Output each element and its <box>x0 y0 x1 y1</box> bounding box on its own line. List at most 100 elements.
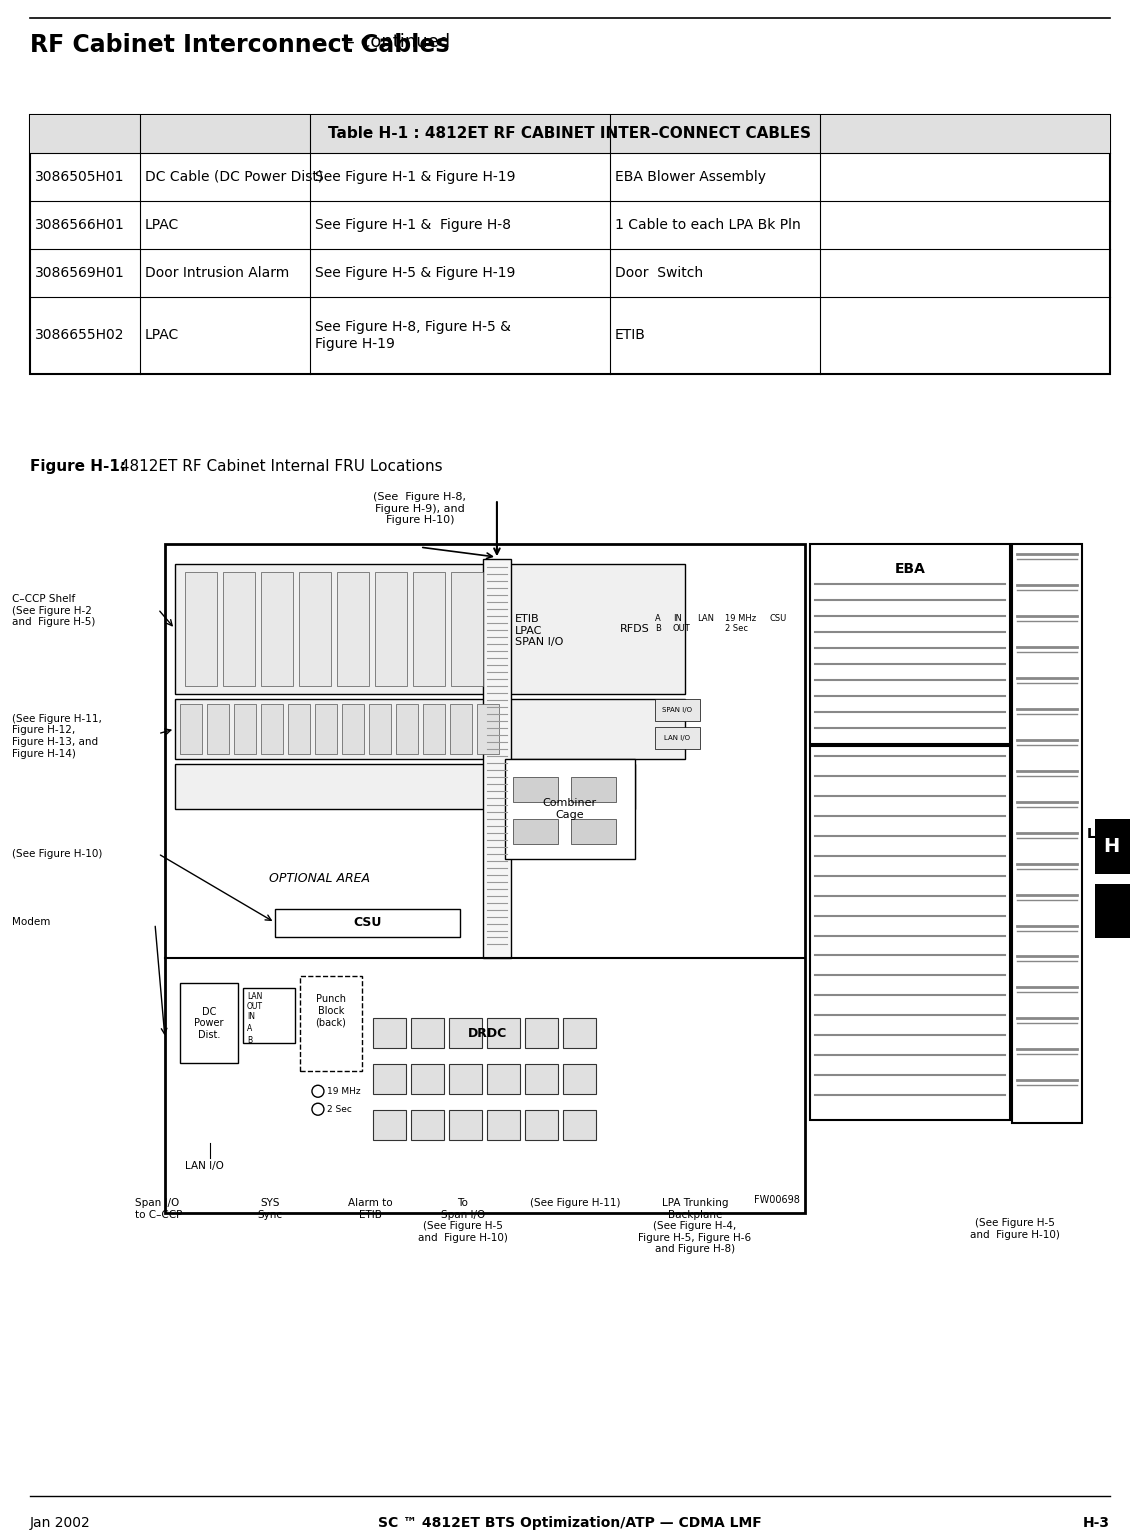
Circle shape <box>312 1104 324 1114</box>
Bar <box>449 1110 482 1141</box>
Text: LAN: LAN <box>697 615 714 622</box>
Bar <box>413 572 445 685</box>
Text: 3086569H01: 3086569H01 <box>35 265 124 279</box>
Text: DRDC: DRDC <box>467 1027 507 1041</box>
Text: LAN I/O: LAN I/O <box>185 1160 223 1171</box>
Text: 3086505H01: 3086505H01 <box>35 170 124 184</box>
Bar <box>1012 544 1082 1124</box>
Text: (See Figure H-5
and  Figure H-10): (See Figure H-5 and Figure H-10) <box>970 1219 1060 1240</box>
Bar <box>505 759 635 858</box>
Text: Table H-1 : 4812ET RF CABINET INTER–CONNECT CABLES: Table H-1 : 4812ET RF CABINET INTER–CONN… <box>328 126 812 141</box>
Text: OUT: OUT <box>247 1003 263 1012</box>
Bar <box>261 704 283 754</box>
Bar <box>654 699 700 721</box>
Bar <box>449 1064 482 1095</box>
Text: FW00698: FW00698 <box>754 1196 800 1205</box>
Bar <box>524 1110 557 1141</box>
Text: Alarm to
ETIB: Alarm to ETIB <box>348 1199 392 1220</box>
Text: Span I/O
to C–CCP: Span I/O to C–CCP <box>135 1199 182 1220</box>
Circle shape <box>312 1085 324 1098</box>
Bar <box>449 1018 482 1049</box>
Bar <box>487 1018 520 1049</box>
Text: RF Cabinet Interconnect Cables: RF Cabinet Interconnect Cables <box>30 32 449 57</box>
Bar <box>243 989 295 1044</box>
Bar <box>174 699 685 759</box>
Text: 3086655H02: 3086655H02 <box>35 328 124 342</box>
Text: CSU: CSU <box>353 917 382 929</box>
Text: CSU: CSU <box>770 615 787 622</box>
Bar <box>451 572 483 685</box>
Bar <box>375 572 407 685</box>
Text: OPTIONAL AREA: OPTIONAL AREA <box>269 872 370 885</box>
Text: Figure H-1:: Figure H-1: <box>30 460 127 474</box>
Text: IN: IN <box>247 1012 255 1021</box>
Bar <box>450 704 472 754</box>
Text: EBA Blower Assembly: EBA Blower Assembly <box>614 170 766 184</box>
Bar <box>30 115 1110 374</box>
Text: A
B: A B <box>654 615 661 633</box>
Bar <box>654 727 700 748</box>
Bar <box>275 909 459 937</box>
Text: See Figure H-1 & Figure H-19: See Figure H-1 & Figure H-19 <box>315 170 515 184</box>
Bar <box>373 1110 406 1141</box>
Bar <box>410 1018 443 1049</box>
Bar <box>337 572 369 685</box>
Text: (See Figure H-11): (See Figure H-11) <box>530 1199 620 1208</box>
Bar <box>342 704 364 754</box>
Bar <box>513 819 557 843</box>
Text: A: A <box>247 1024 252 1033</box>
Bar <box>571 777 616 802</box>
Text: (See Figure H-10): (See Figure H-10) <box>13 849 103 858</box>
Bar <box>180 984 238 1064</box>
Bar <box>487 1064 520 1095</box>
Bar <box>396 704 418 754</box>
Text: DC Cable (DC Power Dist): DC Cable (DC Power Dist) <box>145 170 324 184</box>
Text: IN
OUT: IN OUT <box>673 615 691 633</box>
Text: LPA Trunking
Backplane
(See Figure H-4,
Figure H-5, Figure H-6
and Figure H-8): LPA Trunking Backplane (See Figure H-4, … <box>638 1199 751 1254</box>
Text: Modem: Modem <box>13 917 50 926</box>
Text: LPAC: LPAC <box>145 218 179 231</box>
Text: ETIB: ETIB <box>614 328 645 342</box>
Bar <box>524 1018 557 1049</box>
Bar <box>288 704 310 754</box>
Text: EBA: EBA <box>895 563 926 576</box>
Text: ETIB
LPAC
SPAN I/O: ETIB LPAC SPAN I/O <box>515 615 563 647</box>
Text: C–CCP Shelf
(See Figure H-2
and  Figure H-5): C–CCP Shelf (See Figure H-2 and Figure H… <box>13 595 96 627</box>
Text: SPAN I/O: SPAN I/O <box>662 707 692 713</box>
Text: See Figure H-1 &  Figure H-8: See Figure H-1 & Figure H-8 <box>315 218 511 231</box>
Bar <box>315 704 337 754</box>
Text: 4812ET RF Cabinet Internal FRU Locations: 4812ET RF Cabinet Internal FRU Locations <box>115 460 442 474</box>
Text: DC
Power
Dist.: DC Power Dist. <box>194 1007 223 1039</box>
Text: See Figure H-5 & Figure H-19: See Figure H-5 & Figure H-19 <box>315 265 515 279</box>
Text: Punch
Block
(back): Punch Block (back) <box>316 995 347 1027</box>
Bar <box>513 777 557 802</box>
Text: – continued: – continued <box>340 32 450 51</box>
Bar <box>423 704 445 754</box>
Bar <box>483 560 511 958</box>
Text: H: H <box>1104 837 1119 855</box>
Bar <box>234 704 256 754</box>
Bar <box>174 763 635 809</box>
Text: Door Intrusion Alarm: Door Intrusion Alarm <box>145 265 290 279</box>
Text: See Figure H-8, Figure H-5 &
Figure H-19: See Figure H-8, Figure H-5 & Figure H-19 <box>315 320 511 351</box>
Text: 19 MHz
2 Sec: 19 MHz 2 Sec <box>725 615 756 633</box>
Text: 3086566H01: 3086566H01 <box>35 218 124 231</box>
Text: LAN: LAN <box>247 992 262 1001</box>
Bar <box>524 1064 557 1095</box>
Bar <box>299 572 331 685</box>
Text: 19 MHz: 19 MHz <box>327 1087 360 1096</box>
Bar <box>1094 883 1130 938</box>
Bar <box>410 1110 443 1141</box>
Bar <box>563 1018 596 1049</box>
Bar <box>174 564 685 694</box>
Bar <box>1094 819 1130 874</box>
Bar <box>809 747 1010 1121</box>
Bar <box>223 572 255 685</box>
Text: 2 Sec: 2 Sec <box>327 1105 352 1113</box>
Bar <box>373 1018 406 1049</box>
Text: SC ™ 4812ET BTS Optimization/ATP — CDMA LMF: SC ™ 4812ET BTS Optimization/ATP — CDMA … <box>378 1516 762 1530</box>
Bar <box>487 1110 520 1141</box>
Text: (See Figure H-11,
Figure H-12,
Figure H-13, and
Figure H-14): (See Figure H-11, Figure H-12, Figure H-… <box>13 714 101 759</box>
Bar <box>207 704 229 754</box>
Bar <box>477 704 499 754</box>
